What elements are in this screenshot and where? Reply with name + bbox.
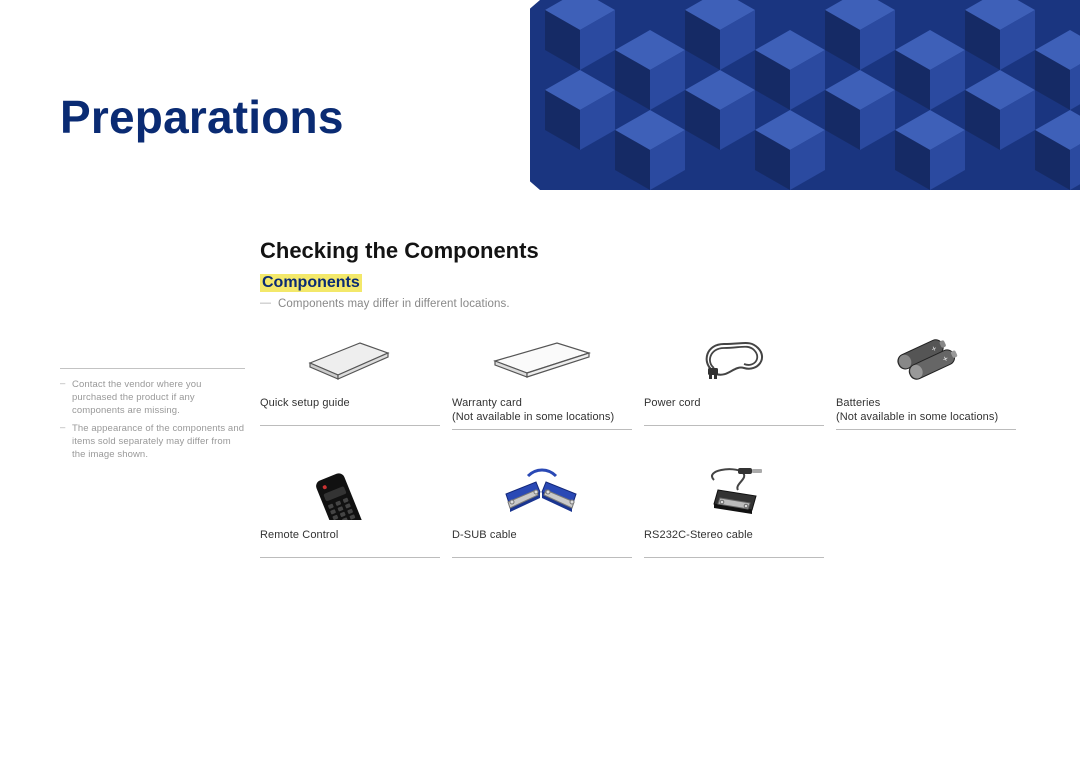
item-label-text: Remote Control <box>260 529 338 541</box>
item-label: RS232C-Stereo cable <box>644 524 824 558</box>
item-label-sub: (Not available in some locations) <box>836 410 1016 424</box>
page-title: Preparations <box>60 90 344 144</box>
item-label-text: Batteries <box>836 397 880 409</box>
item-d-sub-cable: D-SUB cable <box>452 458 632 558</box>
warranty-card-icon <box>452 326 632 392</box>
item-label: Power cord <box>644 392 824 426</box>
subsection: Components Components may differ in diff… <box>260 274 1050 310</box>
quick-setup-guide-icon <box>260 326 440 392</box>
item-rs232c-stereo-cable: RS232C-Stereo cable <box>644 458 824 558</box>
item-label: Warranty card (Not available in some loc… <box>452 392 632 430</box>
rs232c-stereo-cable-icon <box>644 458 824 524</box>
item-label-text: RS232C-Stereo cable <box>644 529 753 541</box>
header-band: Preparations <box>0 0 1080 190</box>
item-label-text: Quick setup guide <box>260 397 350 409</box>
item-label: Batteries (Not available in some locatio… <box>836 392 1016 430</box>
components-grid: Quick setup guide Warranty card (Not ava… <box>260 326 1050 558</box>
item-label: D-SUB cable <box>452 524 632 558</box>
d-sub-cable-icon <box>452 458 632 524</box>
subsection-label: Components <box>260 274 362 292</box>
side-note: Contact the vendor where you purchased t… <box>60 379 245 417</box>
item-warranty-card: Warranty card (Not available in some loc… <box>452 326 632 430</box>
power-cord-icon <box>644 326 824 392</box>
item-batteries: + + Batteries (Not available in some loc… <box>836 326 1016 430</box>
section-title: Checking the Components <box>260 238 1050 264</box>
item-label-text: D-SUB cable <box>452 529 517 541</box>
item-power-cord: Power cord <box>644 326 824 430</box>
subsection-note: Components may differ in different locat… <box>260 298 1050 310</box>
side-notes: Contact the vendor where you purchased t… <box>60 368 245 462</box>
item-remote-control: Remote Control <box>260 458 440 558</box>
item-label-text: Warranty card <box>452 397 522 409</box>
batteries-icon: + + <box>836 326 1016 392</box>
item-label: Quick setup guide <box>260 392 440 426</box>
page-content: Checking the Components Components Compo… <box>0 200 1080 558</box>
remote-control-icon <box>260 458 440 524</box>
item-label-text: Power cord <box>644 397 701 409</box>
item-label-sub: (Not available in some locations) <box>452 410 632 424</box>
cubes-pattern-icon <box>280 0 1080 190</box>
item-label: Remote Control <box>260 524 440 558</box>
side-note: The appearance of the components and ite… <box>60 423 245 461</box>
item-quick-setup-guide: Quick setup guide <box>260 326 440 430</box>
